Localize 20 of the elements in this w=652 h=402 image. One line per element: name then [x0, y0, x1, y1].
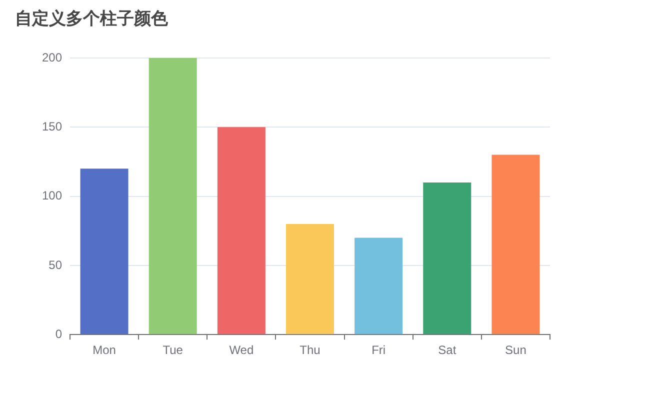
bar — [217, 127, 266, 334]
y-tick-label: 0 — [55, 326, 62, 341]
x-tick-label: Fri — [372, 343, 386, 358]
bar — [492, 154, 540, 334]
x-tick-label: Wed — [229, 343, 254, 358]
bar — [286, 224, 334, 334]
x-tick-label: Sat — [438, 343, 457, 358]
bar — [80, 168, 128, 334]
y-tick-label: 150 — [42, 119, 62, 134]
x-tick-label: Thu — [300, 343, 320, 358]
x-tick-label: Sun — [505, 343, 526, 358]
x-tick-label: Tue — [162, 343, 184, 358]
bar — [148, 58, 197, 334]
y-tick-label: 50 — [48, 258, 62, 272]
x-tick-label: Mon — [92, 343, 116, 358]
chart-title: 自定义多个柱子颜色 — [15, 8, 168, 30]
y-tick-label: 200 — [42, 50, 62, 64]
y-tick-label: 100 — [42, 188, 62, 203]
bar — [354, 238, 403, 334]
bar — [423, 182, 472, 334]
